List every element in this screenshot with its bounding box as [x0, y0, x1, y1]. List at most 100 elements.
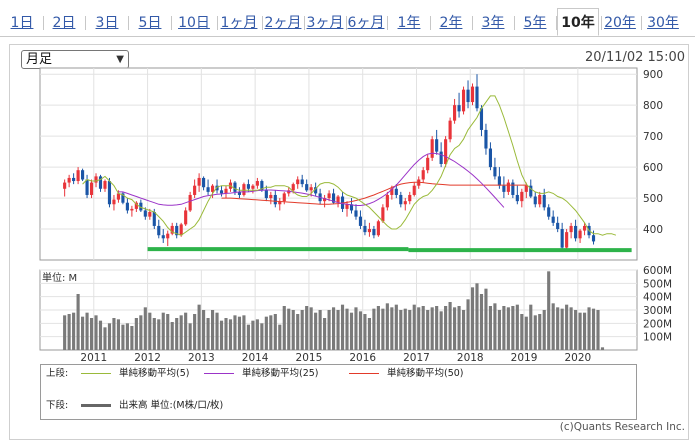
volume-bar — [76, 294, 80, 350]
volume-bar — [134, 318, 138, 350]
tab-4[interactable]: 10日 — [178, 15, 210, 31]
year-tick-label: 2017 — [403, 352, 430, 364]
candle-body — [242, 184, 246, 195]
volume-bar — [161, 312, 165, 350]
volume-swatch — [81, 404, 111, 407]
volume-bar — [547, 271, 551, 350]
volume-bar — [336, 310, 340, 350]
volume-bar — [206, 318, 210, 350]
volume-bar — [574, 310, 578, 350]
candle-body — [85, 179, 89, 195]
candle-body — [219, 190, 224, 194]
volume-bar — [157, 319, 161, 350]
volume-bar — [524, 316, 528, 350]
candle-body — [506, 182, 510, 192]
candle-body — [291, 184, 295, 191]
tab-11[interactable]: 3年 — [481, 15, 505, 31]
volume-bar — [323, 318, 327, 350]
candle-body — [381, 207, 385, 222]
volume-bar — [538, 314, 542, 350]
volume-bar — [291, 310, 295, 350]
volume-tick-label: 300M — [643, 305, 672, 317]
candle-body — [269, 194, 273, 199]
price-tick-label: 700 — [643, 131, 663, 143]
tab-12[interactable]: 5年 — [523, 15, 547, 31]
candle-body — [574, 225, 578, 239]
volume-bar — [340, 304, 345, 350]
candle-body — [560, 229, 564, 248]
volume-bar — [246, 324, 250, 350]
last-update-datetime: 20/11/02 15:00 — [585, 50, 685, 65]
volume-bar — [188, 323, 192, 350]
tab-3[interactable]: 5日 — [138, 15, 162, 31]
ma50-line — [221, 181, 527, 205]
candle-body — [255, 181, 259, 186]
tab-15[interactable]: 30年 — [647, 15, 679, 31]
candle-body — [278, 201, 282, 205]
price-tick-label: 500 — [643, 193, 663, 205]
volume-bar — [515, 304, 519, 350]
volume-bar — [318, 310, 322, 350]
tab-separator — [346, 16, 347, 30]
candle-body — [444, 139, 448, 164]
volume-bar — [233, 315, 237, 350]
tab-2[interactable]: 3日 — [95, 15, 119, 31]
tab-6[interactable]: 2ヶ月 — [264, 15, 302, 31]
tab-separator — [128, 16, 129, 30]
volume-bar — [569, 307, 573, 350]
volume-bar — [363, 314, 367, 350]
year-tick-label: 2018 — [457, 352, 484, 364]
tab-0[interactable]: 1日 — [10, 15, 34, 31]
volume-bar — [484, 288, 488, 350]
volume-bar — [107, 323, 112, 350]
candle-body — [547, 207, 551, 217]
volume-bar — [228, 319, 233, 350]
volume-tick-label: 500M — [643, 278, 672, 290]
tab-separator — [387, 16, 388, 30]
legend-ma50-label: 単純移動平均(50) — [387, 368, 464, 379]
volume-bar — [381, 308, 385, 350]
volume-bar — [170, 322, 174, 350]
tab-9[interactable]: 1年 — [397, 15, 421, 31]
candle-body — [448, 120, 452, 140]
volume-bar — [435, 306, 439, 350]
volume-bar — [143, 307, 147, 350]
tab-separator — [430, 16, 431, 30]
year-tick-label: 2016 — [349, 352, 376, 364]
candle-body — [152, 212, 156, 226]
candle-body — [148, 212, 152, 217]
tab-7[interactable]: 3ヶ月 — [306, 15, 344, 31]
volume-bar — [85, 312, 89, 350]
volume-bar — [332, 307, 336, 350]
volume-bar — [349, 312, 354, 350]
candle-body — [206, 187, 210, 192]
tab-8[interactable]: 6ヶ月 — [347, 15, 385, 31]
volume-bar — [273, 314, 277, 350]
volume-bar — [457, 306, 461, 350]
volume-bar — [166, 314, 170, 350]
ma5-swatch — [81, 373, 111, 374]
candle-body — [484, 129, 488, 149]
tab-separator — [85, 16, 86, 30]
volume-bar — [578, 312, 582, 350]
candle-body — [457, 105, 461, 112]
candle-body — [390, 188, 394, 195]
candle-body — [358, 216, 363, 226]
tab-5[interactable]: 1ヶ月 — [220, 15, 258, 31]
volume-bar — [215, 312, 219, 350]
tab-10[interactable]: 2年 — [439, 15, 463, 31]
year-tick-label: 2013 — [188, 352, 215, 364]
candle-body — [224, 188, 228, 194]
tab-14[interactable]: 20年 — [604, 15, 636, 31]
volume-unit-label: 単位: M — [42, 271, 77, 284]
candle-body — [188, 194, 192, 211]
candle-body — [107, 181, 112, 205]
candle-body — [394, 188, 398, 195]
tab-13[interactable]: 10年 — [557, 8, 599, 36]
volume-tick-label: 400M — [643, 292, 672, 304]
volume-bar — [197, 304, 201, 350]
ma25-swatch — [204, 373, 234, 374]
tab-1[interactable]: 2日 — [52, 15, 76, 31]
volume-bar — [385, 303, 389, 350]
candle-body — [372, 229, 376, 236]
